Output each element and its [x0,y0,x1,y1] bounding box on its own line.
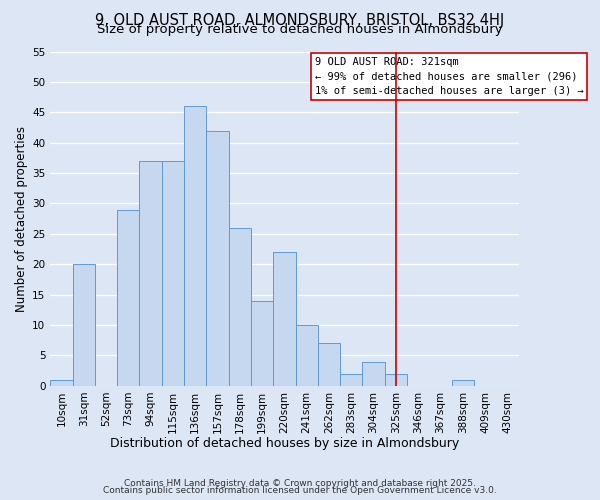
Text: Contains public sector information licensed under the Open Government Licence v3: Contains public sector information licen… [103,486,497,495]
Text: 9, OLD AUST ROAD, ALMONDSBURY, BRISTOL, BS32 4HJ: 9, OLD AUST ROAD, ALMONDSBURY, BRISTOL, … [95,12,505,28]
Bar [206,130,229,386]
Bar [296,325,318,386]
Bar [318,344,340,386]
Bar [162,161,184,386]
Bar [117,210,139,386]
Text: 9 OLD AUST ROAD: 321sqm
← 99% of detached houses are smaller (296)
1% of semi-de: 9 OLD AUST ROAD: 321sqm ← 99% of detache… [315,56,584,96]
Bar [139,161,162,386]
Text: Contains HM Land Registry data © Crown copyright and database right 2025.: Contains HM Land Registry data © Crown c… [124,478,476,488]
Bar [73,264,95,386]
Bar [50,380,73,386]
Bar [452,380,474,386]
Bar [251,300,273,386]
Bar [273,252,296,386]
Bar [340,374,362,386]
Bar [362,362,385,386]
X-axis label: Distribution of detached houses by size in Almondsbury: Distribution of detached houses by size … [110,437,459,450]
Y-axis label: Number of detached properties: Number of detached properties [15,126,28,312]
Bar [229,228,251,386]
Bar [385,374,407,386]
Bar [184,106,206,386]
Text: Size of property relative to detached houses in Almondsbury: Size of property relative to detached ho… [97,24,503,36]
